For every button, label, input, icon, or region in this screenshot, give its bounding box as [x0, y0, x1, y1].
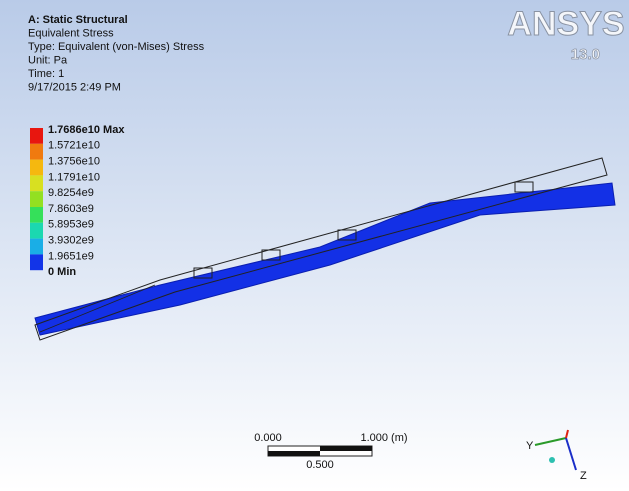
triad-z-label: Z	[580, 470, 587, 482]
legend-label: 0 Min	[48, 266, 76, 278]
header-line: Type: Equivalent (von-Mises) Stress	[28, 41, 205, 53]
legend-swatch	[30, 207, 43, 223]
scale-end: 1.000 (m)	[360, 432, 407, 444]
legend-swatch	[30, 144, 43, 160]
triad-y-label: Y	[526, 440, 534, 452]
header-line: Equivalent Stress	[28, 27, 114, 39]
background	[0, 0, 629, 491]
scale-bar-fill	[320, 446, 372, 451]
legend-swatch	[30, 239, 43, 255]
header-line: Unit: Pa	[28, 54, 68, 66]
legend-label: 3.9302e9	[48, 235, 94, 247]
triad-origin	[549, 457, 555, 463]
legend-swatch	[30, 160, 43, 176]
scale-mid: 0.500	[306, 459, 334, 471]
legend-label: 5.8953e9	[48, 219, 94, 231]
legend-label: 9.8254e9	[48, 187, 94, 199]
legend-label: 1.3756e10	[48, 156, 100, 168]
legend-label: 1.5721e10	[48, 140, 100, 152]
legend-label: 1.1791e10	[48, 171, 100, 183]
legend-label: 1.7686e10 Max	[48, 124, 125, 136]
logo-version: 13.0	[571, 46, 600, 63]
legend-swatch	[30, 191, 43, 207]
logo-brand: ANSYS	[507, 5, 624, 43]
viewport: A: Static StructuralEquivalent Stress Typ…	[0, 0, 629, 491]
scale-bar-fill	[268, 451, 320, 456]
legend-label: 1.9651e9	[48, 250, 94, 262]
legend-label: 7.8603e9	[48, 203, 94, 215]
header-line: Time: 1	[28, 68, 64, 80]
header-line: 9/17/2015 2:49 PM	[28, 81, 121, 93]
header-line: A: Static Structural	[28, 14, 128, 26]
legend-swatch	[30, 175, 43, 191]
legend-swatch	[30, 254, 43, 270]
legend-swatch	[30, 223, 43, 239]
legend-swatch	[30, 128, 43, 144]
scale-start: 0.000	[254, 432, 282, 444]
